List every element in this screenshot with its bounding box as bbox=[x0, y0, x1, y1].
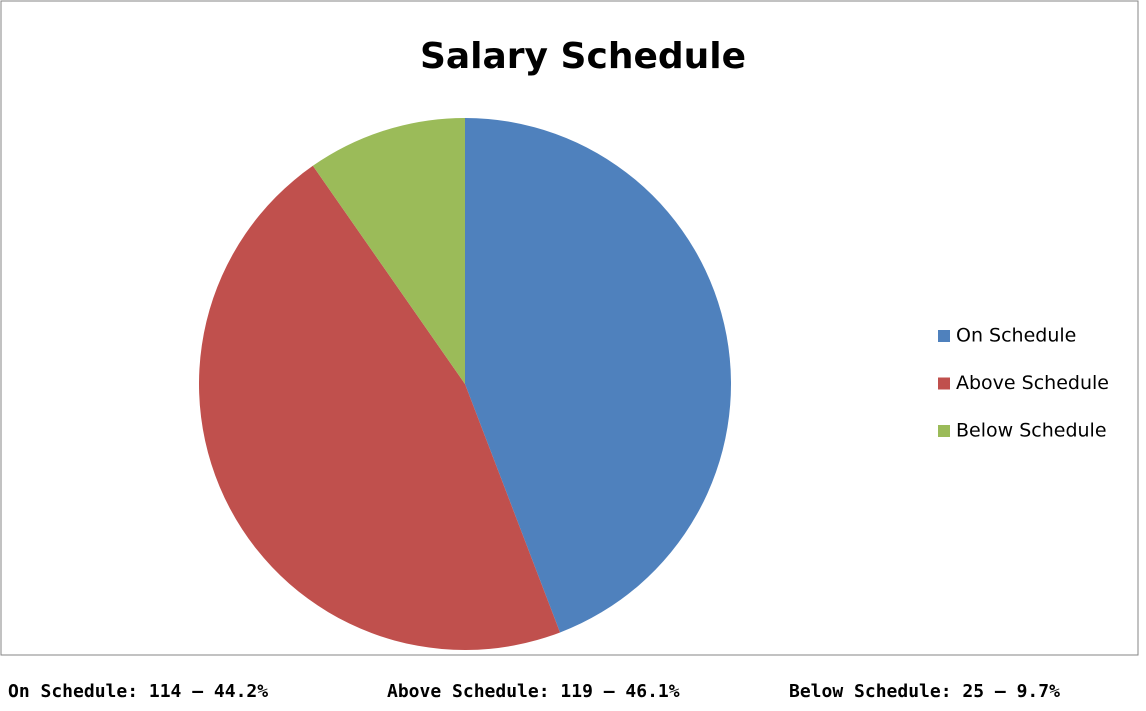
legend-label: Above Schedule bbox=[956, 372, 1109, 394]
legend-swatch bbox=[938, 377, 950, 390]
legend-label: On Schedule bbox=[956, 325, 1076, 347]
footer-stat: Below Schedule: 25 – 9.7% bbox=[789, 681, 1060, 702]
legend-swatch bbox=[938, 425, 950, 437]
pie-slice bbox=[198, 165, 561, 651]
legend-label: Below Schedule bbox=[956, 420, 1107, 442]
pie-slice bbox=[312, 118, 465, 384]
chart-title: Salary Schedule bbox=[420, 36, 746, 77]
footer-stat: On Schedule: 114 – 44.2% bbox=[8, 681, 268, 702]
footer-stat: Above Schedule: 119 – 46.1% bbox=[387, 681, 680, 702]
pie-slice bbox=[465, 118, 732, 633]
legend-swatch bbox=[938, 330, 950, 342]
